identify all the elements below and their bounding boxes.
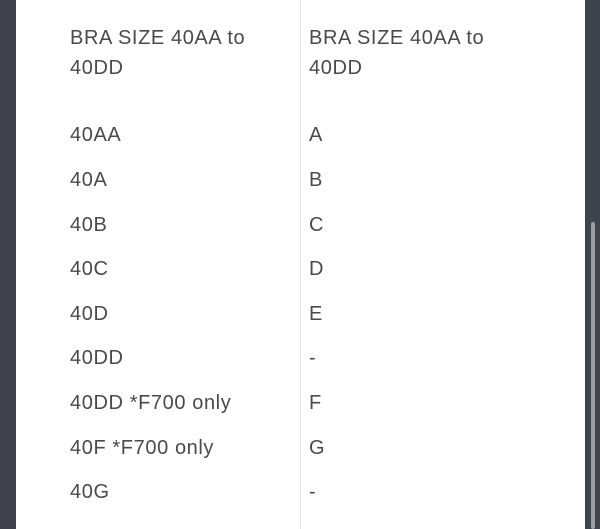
column-divider (300, 0, 301, 529)
table-cell-size: 40DD (70, 347, 124, 369)
table-cell-equivalent: F (309, 392, 322, 414)
table-cell-equivalent: - (309, 347, 317, 369)
table-cell-size: 40A (70, 169, 108, 191)
table-cell-size: 40DD *F700 only (70, 392, 232, 414)
table-cell-equivalent: G (309, 437, 326, 459)
table-header-1: BRA SIZE 40AA to 40DD (70, 27, 246, 79)
table-cell-size: 40F *F700 only (70, 437, 215, 459)
table-header-2: BRA SIZE 40AA to 40DD (309, 27, 485, 79)
table-cell-equivalent: - (309, 481, 317, 503)
table-cell-size: 40G (70, 481, 110, 503)
table-cell-equivalent: D (309, 258, 325, 280)
table-cell-equivalent: A (309, 124, 323, 146)
table-cell-size: 40B (70, 214, 108, 236)
table-cell-equivalent: C (309, 214, 325, 236)
table-cell-equivalent: B (309, 169, 323, 191)
table-cell-equivalent: E (309, 303, 323, 325)
scrollbar-thumb[interactable] (591, 222, 595, 529)
table-cell-size: 40C (70, 258, 109, 280)
table-cell-size: 40D (70, 303, 109, 325)
table-cell-size: 40AA (70, 124, 122, 146)
